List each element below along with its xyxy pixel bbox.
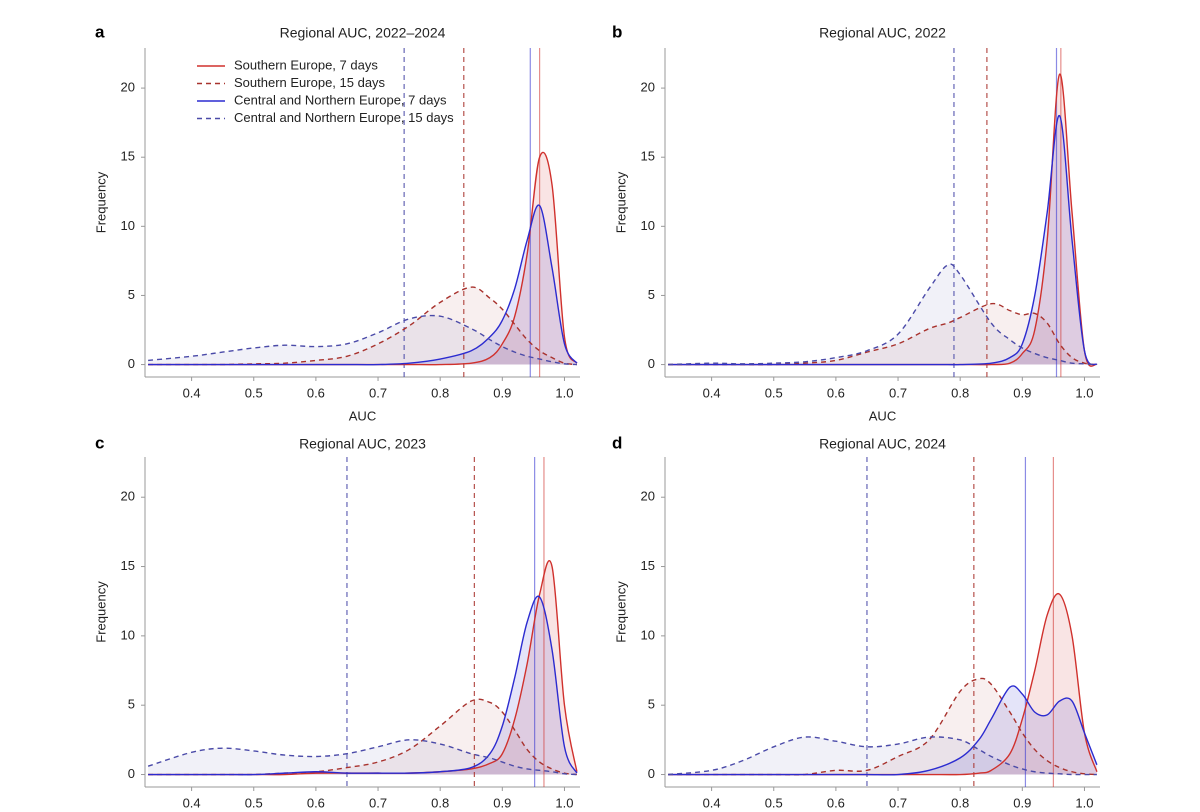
chart-title: Regional AUC, 2022 [819,25,946,41]
density-area [148,739,577,775]
density-area [668,685,1097,775]
y-axis-label: Frequency [93,581,108,643]
density-area [668,115,1097,365]
x-tick-label: 0.8 [951,385,969,400]
x-tick-label: 0.6 [827,385,845,400]
y-tick-label: 15 [121,149,135,164]
density-area [148,205,577,365]
x-tick-label: 0.9 [1013,795,1031,810]
y-tick-label: 10 [641,218,655,233]
x-axis-label: AUC [349,408,376,423]
x-axis-label: AUC [869,408,896,423]
y-tick-label: 20 [121,80,135,95]
panel: c Regional AUC, 2023 0 5 10 15 20 0.4 0.5 0.6 0.7 0… [93,433,580,810]
x-tick-label: 0.7 [889,795,907,810]
x-tick-label: 0.7 [369,795,387,810]
y-tick-label: 15 [641,149,655,164]
legend-label: Central and Northern Europe, 7 days [234,92,447,107]
density-line [148,314,577,366]
legend-label: Central and Northern Europe, 15 days [234,110,454,125]
x-tick-label: 0.4 [183,795,201,810]
y-tick-label: 10 [121,627,135,642]
density-area [148,560,577,775]
density-line [148,595,578,776]
panel-letter: a [95,22,105,41]
x-tick-label: 0.8 [431,795,449,810]
x-tick-label: 0.7 [889,385,907,400]
density-line [148,698,577,776]
y-tick-label: 5 [128,287,135,302]
y-tick-label: 0 [648,766,655,781]
density-line [147,739,577,776]
chart-title: Regional AUC, 2024 [819,436,946,452]
x-tick-label: 1.0 [1075,795,1093,810]
x-tick-label: 0.8 [431,385,449,400]
x-tick-label: 1.0 [1075,385,1093,400]
density-area [668,303,1097,365]
y-tick-label: 20 [641,80,655,95]
density-line [148,286,577,366]
x-tick-label: 0.6 [307,795,325,810]
y-tick-label: 0 [648,356,655,371]
panel-letter: b [612,22,622,41]
panel: a Regional AUC, 2022–2024 0 5 10 15 20 0.4 0.5 0.… [93,22,580,423]
chart-title: Regional AUC, 2023 [299,436,426,452]
panel-letter: d [612,433,622,452]
y-tick-label: 5 [648,697,655,712]
x-tick-label: 1.0 [555,795,573,810]
x-tick-label: 0.9 [493,795,511,810]
x-tick-label: 0.9 [1013,385,1031,400]
chart-title: Regional AUC, 2022–2024 [280,25,446,41]
panel: d Regional AUC, 2024 0 5 10 15 20 0.4 0.5 0.6 0.7 0… [612,433,1100,810]
density-area [668,264,1097,365]
x-tick-label: 0.6 [307,385,325,400]
x-tick-label: 0.5 [765,795,783,810]
y-tick-label: 20 [121,489,135,504]
density-line [668,263,1097,366]
legend: Southern Europe, 7 days Southern Europe, … [197,57,454,125]
x-tick-label: 1.0 [555,385,573,400]
y-tick-label: 0 [128,766,135,781]
y-axis-label: Frequency [93,171,108,233]
density-line [668,685,1098,776]
y-tick-label: 20 [641,489,655,504]
x-tick-label: 0.5 [245,385,263,400]
x-tick-label: 0.7 [369,385,387,400]
panel-letter: c [95,433,104,452]
y-tick-label: 10 [121,218,135,233]
x-tick-label: 0.6 [827,795,845,810]
density-area [668,74,1097,367]
x-tick-label: 0.9 [493,385,511,400]
y-tick-label: 15 [641,558,655,573]
density-area [148,699,577,775]
x-tick-label: 0.4 [703,795,721,810]
x-tick-label: 0.8 [951,795,969,810]
y-axis-label: Frequency [613,581,628,643]
y-axis-label: Frequency [613,171,628,233]
density-line [148,204,578,366]
x-tick-label: 0.5 [245,795,263,810]
legend-label: Southern Europe, 7 days [234,57,378,72]
density-area [148,315,577,365]
density-line [668,115,1098,366]
x-tick-label: 0.4 [703,385,721,400]
y-tick-label: 5 [128,697,135,712]
density-area [668,593,1097,775]
panel: b Regional AUC, 2022 0 5 10 15 20 0.4 0.5 0.6 0.7 0… [612,22,1100,423]
y-tick-label: 10 [641,627,655,642]
density-area [148,152,577,365]
density-area [668,678,1097,775]
x-tick-label: 0.4 [183,385,201,400]
y-tick-label: 15 [121,558,135,573]
y-tick-label: 5 [648,287,655,302]
x-tick-label: 0.5 [765,385,783,400]
density-area [148,287,577,365]
legend-label: Southern Europe, 15 days [234,75,386,90]
density-line [668,736,1097,776]
y-tick-label: 0 [128,356,135,371]
